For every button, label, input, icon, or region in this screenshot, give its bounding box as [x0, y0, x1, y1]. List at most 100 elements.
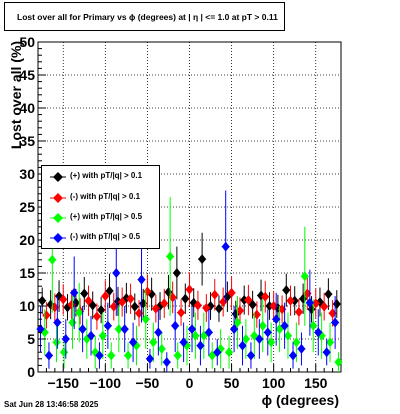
- y-tick-label: 5: [27, 331, 35, 347]
- data-point: [98, 330, 107, 341]
- data-point: [185, 284, 194, 295]
- data-point: [109, 301, 118, 312]
- data-point: [149, 337, 158, 348]
- data-point: [75, 307, 84, 318]
- data-point: [154, 327, 163, 338]
- data-point: [44, 350, 53, 361]
- data-point: [286, 295, 295, 306]
- data-point: [303, 288, 312, 299]
- data-point: [230, 324, 239, 335]
- data-point: [282, 285, 291, 296]
- data-point: [84, 295, 93, 306]
- data-point: [151, 303, 160, 314]
- data-point: [137, 274, 146, 285]
- data-point: [331, 317, 340, 328]
- series-2: [40, 197, 343, 372]
- data-point: [311, 298, 320, 309]
- data-point: [269, 301, 278, 311]
- legend-entry-neg-05: (-) with pT/|q| > 0.5: [42, 228, 160, 248]
- data-point: [103, 320, 112, 331]
- legend-label: (+) with pT/|q| > 0.5: [70, 212, 143, 221]
- legend-label: (-) with pT/|q| > 0.5: [70, 232, 141, 241]
- x-tick-label: 100: [262, 375, 286, 391]
- data-point: [290, 295, 299, 306]
- data-point: [67, 299, 76, 310]
- data-point: [283, 330, 292, 341]
- data-point: [309, 320, 318, 331]
- legend-entry-pos-01: (+) with pT/|q| > 0.1: [42, 167, 160, 187]
- data-point: [225, 347, 234, 358]
- data-point: [198, 254, 207, 265]
- data-point: [326, 337, 335, 348]
- data-point: [80, 288, 89, 299]
- y-tick-label: 40: [19, 100, 35, 116]
- data-point: [141, 314, 150, 325]
- data-point: [48, 254, 57, 265]
- data-point: [107, 350, 116, 361]
- data-point: [166, 251, 175, 262]
- data-point: [177, 307, 186, 318]
- data-point: [334, 357, 343, 368]
- data-point: [105, 285, 114, 296]
- data-point: [272, 314, 281, 325]
- data-point: [130, 301, 139, 312]
- data-point: [101, 291, 110, 302]
- legend-entry-pos-05: (+) with pT/|q| > 0.5: [42, 208, 160, 228]
- y-tick-label: 45: [19, 67, 35, 83]
- data-point: [328, 308, 337, 319]
- data-point: [210, 289, 219, 300]
- data-point: [261, 291, 270, 302]
- data-point: [135, 308, 143, 319]
- legend-marker-red-diamond-icon: [50, 193, 66, 203]
- data-point: [324, 289, 333, 300]
- data-point: [227, 287, 236, 298]
- datestamp: Sat Jun 28 13:46:58 2025: [4, 400, 99, 409]
- data-point: [265, 301, 274, 311]
- y-tick-label: 20: [19, 232, 35, 248]
- legend-marker-blue-diamond-icon: [50, 233, 66, 243]
- data-point: [173, 350, 182, 361]
- x-tick-label: 50: [224, 375, 240, 391]
- data-point: [171, 320, 180, 331]
- data-point: [179, 337, 188, 348]
- data-point: [202, 302, 211, 313]
- data-point: [172, 268, 181, 278]
- data-point: [87, 330, 96, 341]
- data-point: [240, 295, 249, 306]
- data-point: [181, 293, 190, 304]
- data-point: [294, 306, 303, 317]
- legend: (+) with pT/|q| > 0.1 (-) with pT/|q| > …: [41, 165, 160, 249]
- data-point: [221, 241, 230, 252]
- data-point: [95, 350, 104, 361]
- data-point: [278, 304, 287, 315]
- data-point: [124, 350, 133, 361]
- data-point: [289, 350, 298, 361]
- y-axis-title: Lost over all (%): [8, 41, 24, 149]
- data-point: [213, 347, 222, 358]
- axis-layer: −150 −100 −50 0 50 100 150 0 5 10 15 20 25 30 35 40 45 50: [19, 34, 334, 391]
- data-point: [112, 268, 121, 278]
- data-point: [258, 320, 267, 331]
- data-point: [191, 330, 200, 341]
- data-point: [241, 334, 250, 344]
- series-3: [36, 190, 340, 372]
- data-point: [188, 324, 197, 335]
- x-tick-label: 150: [304, 375, 328, 391]
- data-point: [214, 303, 223, 314]
- data-point: [300, 271, 309, 282]
- data-point: [255, 334, 264, 344]
- data-point: [126, 293, 135, 304]
- data-point: [168, 292, 177, 303]
- data-point: [145, 353, 154, 364]
- data-point: [219, 297, 228, 308]
- data-point: [38, 295, 47, 306]
- data-point: [292, 337, 301, 348]
- data-point: [114, 324, 123, 335]
- data-point: [36, 324, 45, 335]
- data-point: [129, 337, 138, 348]
- legend-marker-black-diamond-icon: [50, 172, 66, 182]
- data-point: [280, 320, 289, 331]
- data-point: [78, 324, 87, 335]
- x-tick-label: 0: [186, 375, 194, 391]
